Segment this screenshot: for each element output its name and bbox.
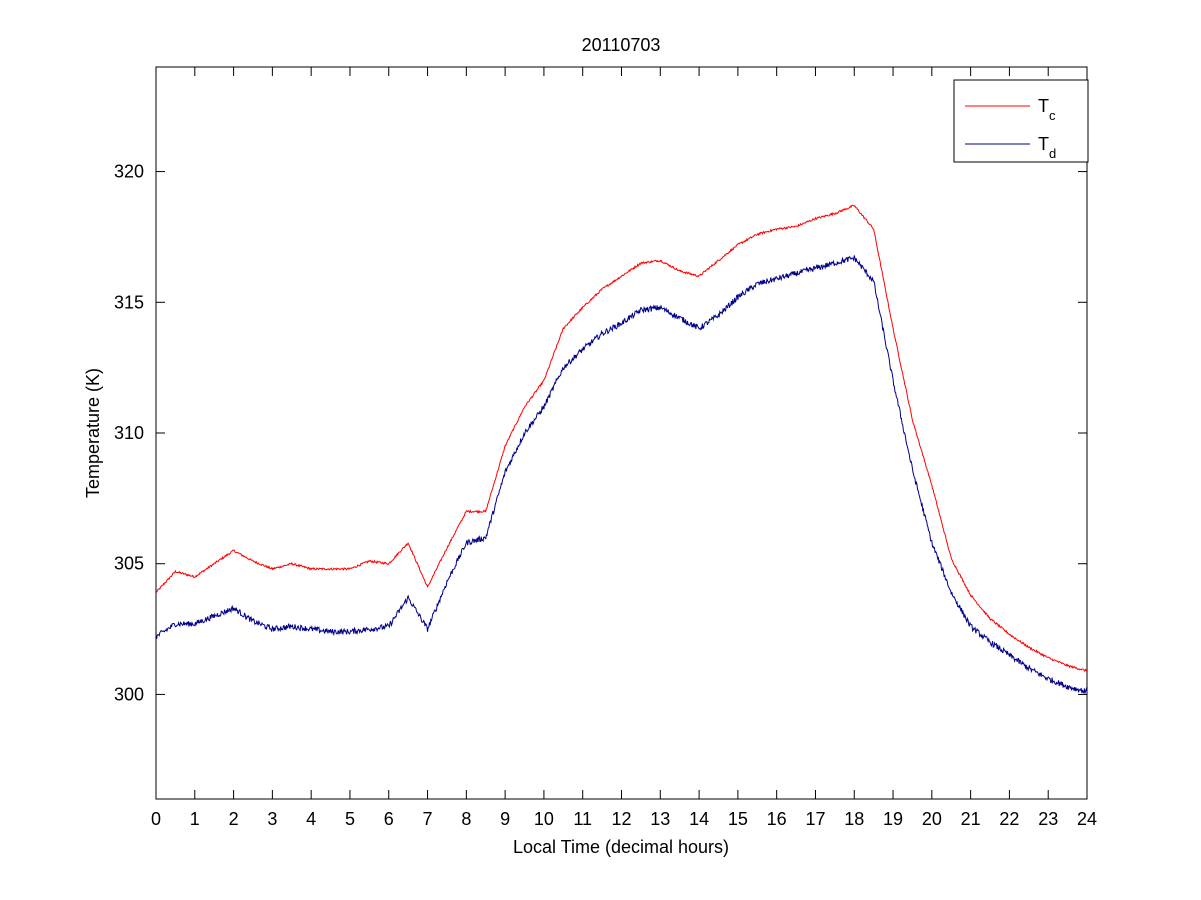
legend-label-subscript: d — [1049, 146, 1056, 161]
x-tick-label: 1 — [190, 809, 200, 829]
y-axis: 300 305 310 315 320 — [114, 162, 1087, 704]
x-tick-label: 15 — [728, 809, 748, 829]
legend-label-c: Tc — [1038, 96, 1056, 123]
x-tick-label: 7 — [423, 809, 433, 829]
legend-label-subscript: c — [1049, 108, 1056, 123]
y-tick-label: 320 — [114, 162, 144, 182]
series-layer — [155, 204, 1088, 695]
x-tick-label: 17 — [805, 809, 825, 829]
legend-box — [953, 79, 1089, 163]
x-tick-label: 21 — [961, 809, 981, 829]
x-tick-label: 19 — [883, 809, 903, 829]
x-tick-label: 11 — [573, 809, 592, 829]
y-tick-label: 315 — [114, 292, 144, 312]
x-tick-label: 13 — [650, 809, 670, 829]
x-tick-label: 22 — [999, 809, 1019, 829]
x-tick-label: 20 — [922, 809, 942, 829]
x-tick-label: 5 — [345, 809, 355, 829]
chart-title: 20110703 — [582, 35, 661, 55]
y-tick-label: 300 — [114, 684, 144, 704]
x-tick-label: 0 — [151, 809, 161, 829]
legend-label-d: Td — [1038, 134, 1056, 161]
x-tick-label: 10 — [534, 809, 554, 829]
x-tick-label: 3 — [267, 809, 277, 829]
x-tick-label: 18 — [844, 809, 864, 829]
x-tick-label: 2 — [229, 809, 239, 829]
series-line-c — [155, 204, 1088, 672]
y-tick-label: 310 — [114, 423, 144, 443]
x-axis-title: Local Time (decimal hours) — [513, 837, 729, 857]
x-tick-label: 6 — [384, 809, 394, 829]
x-axis: 0 1 2 3 4 5 6 7 8 9 10 11 12 13 14 15 16 17 18 19 20 21 22 23 24 — [151, 67, 1097, 829]
x-tick-label: 9 — [500, 809, 510, 829]
x-tick-label: 16 — [767, 809, 787, 829]
x-tick-label: 23 — [1038, 809, 1058, 829]
legend-label-main: T — [1038, 96, 1049, 116]
x-tick-label: 8 — [461, 809, 471, 829]
y-axis-title: Temperature (K) — [83, 368, 103, 498]
plot-area-frame — [155, 66, 1088, 800]
x-tick-label: 14 — [689, 809, 709, 829]
series-line-d — [155, 255, 1088, 695]
x-tick-label: 12 — [611, 809, 631, 829]
legend-label-main: T — [1038, 134, 1049, 154]
x-tick-label: 4 — [306, 809, 316, 829]
y-tick-label: 305 — [114, 554, 144, 574]
x-tick-label: 24 — [1077, 809, 1097, 829]
